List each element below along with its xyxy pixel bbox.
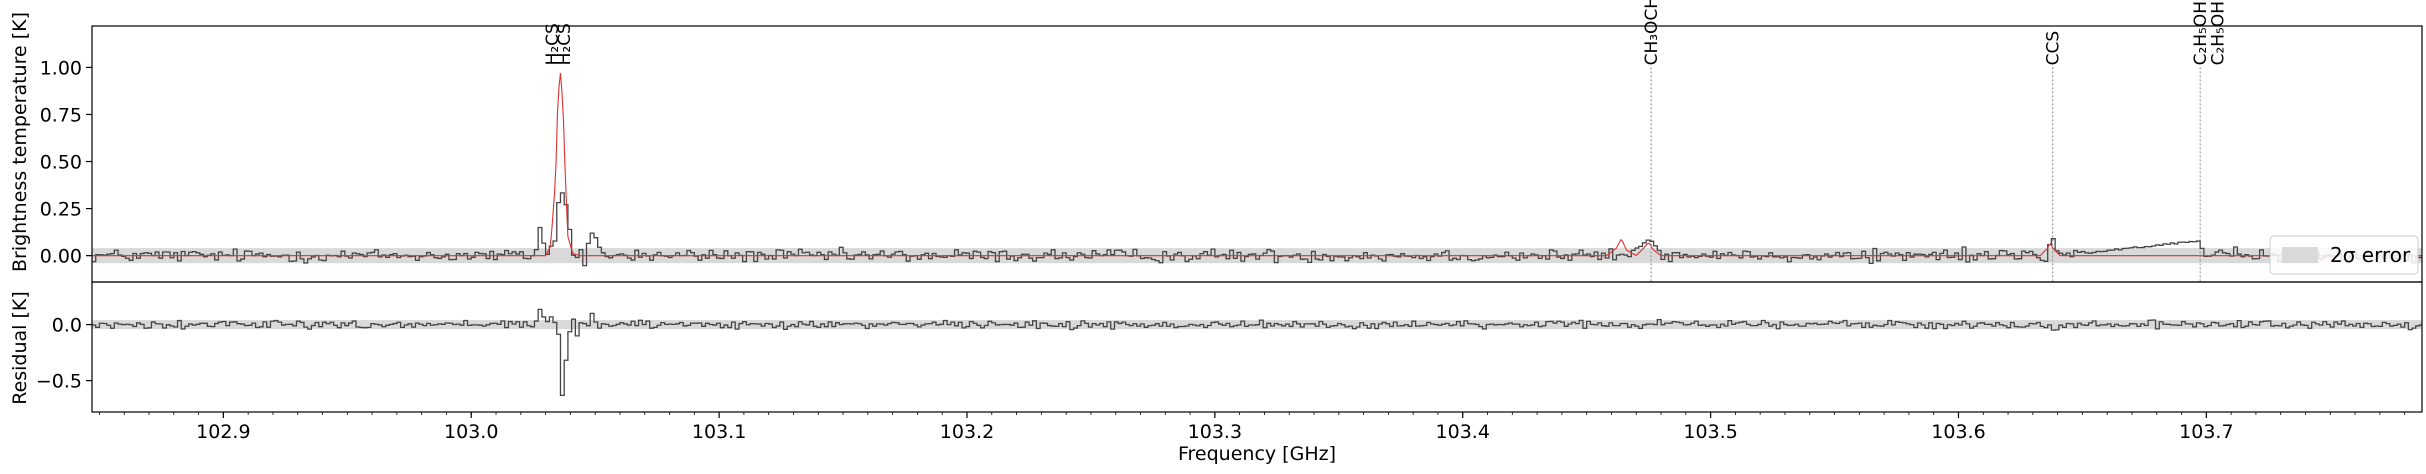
legend-box bbox=[2269, 235, 2419, 275]
line-label-5: C₂H₅OH bbox=[2209, 1, 2229, 65]
line-label-1: H₂CS bbox=[555, 23, 575, 65]
axes-frame bbox=[91, 25, 2423, 283]
x-tick-label: 103.4 bbox=[1436, 421, 1490, 443]
line-label-2: CH₃OCHO bbox=[1642, 0, 1662, 65]
x-tick-label: 102.9 bbox=[196, 421, 250, 443]
y-tick-label: −0.5 bbox=[36, 371, 82, 393]
y-tick-label: 0.75 bbox=[40, 104, 82, 126]
x-tick-label: 103.2 bbox=[940, 421, 994, 443]
x-tick-label: 103.5 bbox=[1683, 421, 1737, 443]
y-tick-label: 0.00 bbox=[40, 246, 82, 268]
legend-label: 2σ error bbox=[2330, 243, 2411, 267]
line-label-3: CCS bbox=[2044, 31, 2064, 66]
legend-swatch bbox=[2282, 247, 2318, 263]
x-axis-label: Frequency [GHz] bbox=[1178, 443, 1336, 465]
series-model bbox=[92, 72, 2422, 257]
line-label-0: H₂CS bbox=[543, 23, 563, 65]
x-tick-label: 103.7 bbox=[2179, 421, 2233, 443]
y-tick-label: 0.50 bbox=[40, 152, 82, 174]
y-tick-label: 0.0 bbox=[52, 315, 82, 337]
y-tick-label: 1.00 bbox=[40, 57, 82, 79]
y-axis-label-spectrum: Brightness temperature [K] bbox=[9, 12, 31, 272]
x-tick-label: 103.1 bbox=[692, 421, 746, 443]
legend: 2σ error bbox=[2269, 235, 2419, 275]
y-tick-label: 0.25 bbox=[40, 199, 82, 221]
series-observed bbox=[92, 192, 2422, 267]
series-residual bbox=[92, 308, 2422, 397]
x-tick-label: 103.0 bbox=[444, 421, 498, 443]
residual-panel: 0.0 −0.5 102.9 103.0 103.1 103.2 103.3 103.4 103… bbox=[36, 281, 2423, 443]
line-label-4: C₂H₅OH bbox=[2191, 1, 2211, 65]
x-tick-label: 103.3 bbox=[1188, 421, 1242, 443]
y-axis-label-residual: Residual [K] bbox=[9, 291, 31, 405]
x-tick-label: 103.6 bbox=[1931, 421, 1985, 443]
axes-frame bbox=[91, 281, 2423, 413]
